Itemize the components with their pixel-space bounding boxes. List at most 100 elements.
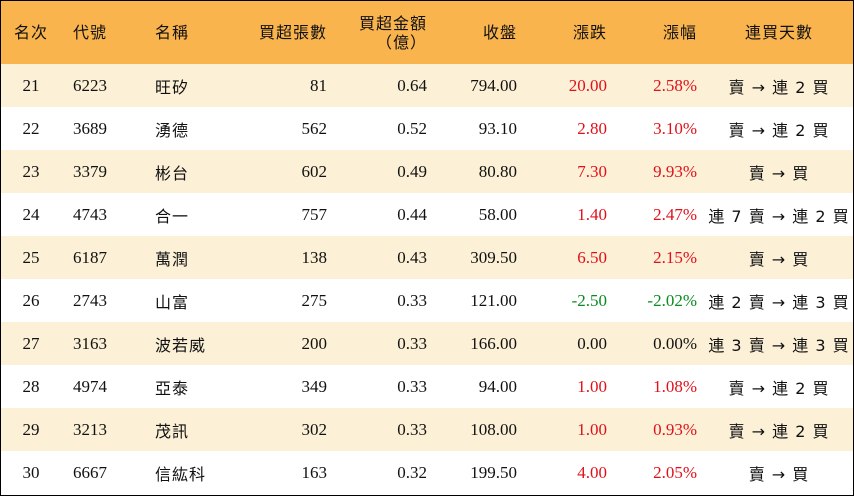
table-row: 22 3689 湧德 562 0.52 93.10 2.80 3.10% 賣 → 連 2 買 — [1, 107, 853, 150]
cell-close: 93.10 — [478, 118, 517, 138]
cell-code: 3213 — [73, 419, 107, 439]
cell-consecutive-days: 賣 → 連 2 買 — [728, 120, 830, 140]
header-change-pct: 漲幅 — [662, 23, 697, 42]
cell-name: 茂訊 — [155, 421, 190, 441]
table-row: 25 6187 萬潤 138 0.43 309.50 6.50 2.15% 賣 → 買 — [1, 236, 853, 279]
cell-name: 合一 — [155, 206, 190, 226]
cell-net-buy-amount: 0.33 — [397, 419, 427, 439]
cell-name: 波若威 — [155, 335, 207, 355]
table-header: 名次 代號 名稱 買超張數 買超金額 （億） 收盤 漲跌 漲幅 連買天數 — [1, 1, 853, 64]
cell-close: 309.50 — [470, 247, 517, 267]
cell-rank: 25 — [22, 247, 40, 267]
cell-code: 2743 — [73, 290, 107, 310]
cell-net-buy-lots: 757 — [301, 204, 328, 224]
cell-code: 3163 — [73, 333, 107, 353]
cell-net-buy-lots: 81 — [310, 75, 327, 95]
cell-rank: 30 — [22, 462, 40, 482]
cell-close: 58.00 — [478, 204, 517, 224]
cell-code: 4974 — [73, 376, 107, 396]
cell-net-buy-lots: 302 — [301, 419, 328, 439]
cell-close: 166.00 — [470, 333, 517, 353]
cell-net-buy-amount: 0.32 — [397, 462, 427, 482]
table-row: 30 6667 信紘科 163 0.32 199.50 4.00 2.05% 賣 → 買 — [1, 451, 853, 494]
header-consecutive-days: 連買天數 — [744, 23, 813, 42]
cell-consecutive-days: 連 3 賣 → 連 3 買 — [708, 335, 850, 355]
cell-net-buy-amount: 0.49 — [397, 161, 427, 181]
cell-name: 信紘科 — [155, 464, 207, 484]
cell-consecutive-days: 賣 → 連 2 買 — [728, 421, 830, 441]
cell-change: -2.50 — [571, 290, 607, 310]
cell-name: 彬台 — [155, 163, 190, 183]
header-net-buy-lots: 買超張數 — [258, 23, 327, 42]
cell-net-buy-amount: 0.44 — [397, 204, 427, 224]
cell-net-buy-lots: 275 — [301, 290, 328, 310]
cell-consecutive-days: 賣 → 連 2 買 — [728, 77, 830, 97]
cell-change-pct: 2.58% — [653, 75, 697, 95]
header-row: 名次 代號 名稱 買超張數 買超金額 （億） 收盤 漲跌 漲幅 連買天數 — [1, 1, 853, 64]
table-row: 27 3163 波若威 200 0.33 166.00 0.00 0.00% 連 3 賣 → 連… — [1, 322, 853, 365]
cell-rank: 29 — [22, 419, 40, 439]
header-name: 名稱 — [155, 23, 190, 42]
cell-change: 6.50 — [577, 247, 607, 267]
cell-net-buy-amount: 0.33 — [397, 290, 427, 310]
table-row: 28 4974 亞泰 349 0.33 94.00 1.00 1.08% 賣 → 連 2 買 — [1, 365, 853, 408]
cell-code: 6187 — [73, 247, 107, 267]
cell-change: 1.00 — [577, 376, 607, 396]
cell-consecutive-days: 賣 → 買 — [748, 464, 810, 484]
table-row: 29 3213 茂訊 302 0.33 108.00 1.00 0.93% 賣 → 連 2 買 — [1, 408, 853, 451]
cell-net-buy-lots: 602 — [301, 161, 328, 181]
cell-net-buy-lots: 163 — [301, 462, 328, 482]
cell-name: 旺矽 — [155, 77, 190, 97]
cell-code: 4743 — [73, 204, 107, 224]
cell-change: 20.00 — [568, 75, 607, 95]
cell-net-buy-lots: 138 — [301, 247, 328, 267]
table-row: 24 4743 合一 757 0.44 58.00 1.40 2.47% 連 7 賣 → 連 2… — [1, 193, 853, 236]
cell-rank: 22 — [22, 118, 40, 138]
cell-consecutive-days: 連 2 賣 → 連 3 買 — [708, 292, 850, 312]
cell-code: 6667 — [73, 462, 107, 482]
cell-net-buy-amount: 0.52 — [397, 118, 427, 138]
cell-close: 794.00 — [470, 75, 517, 95]
cell-rank: 28 — [22, 376, 40, 396]
cell-code: 6223 — [73, 75, 107, 95]
header-rank: 名次 — [13, 23, 48, 42]
header-net-buy-amount-line1: 買超金額 — [358, 13, 427, 33]
cell-change-pct: 3.10% — [653, 118, 697, 138]
cell-net-buy-amount: 0.33 — [397, 333, 427, 353]
cell-close: 94.00 — [478, 376, 517, 396]
cell-change-pct: -2.02% — [647, 290, 697, 310]
cell-change-pct: 1.08% — [653, 376, 697, 396]
cell-consecutive-days: 賣 → 買 — [748, 163, 810, 183]
cell-net-buy-amount: 0.64 — [397, 75, 427, 95]
table-row: 23 3379 彬台 602 0.49 80.80 7.30 9.93% 賣 → 買 — [1, 150, 853, 193]
cell-code: 3379 — [73, 161, 107, 181]
cell-name: 山富 — [155, 292, 190, 312]
cell-net-buy-lots: 562 — [301, 118, 328, 138]
cell-close: 108.00 — [470, 419, 517, 439]
cell-consecutive-days: 連 7 賣 → 連 2 買 — [708, 206, 850, 226]
cell-change: 1.40 — [577, 204, 607, 224]
cell-change-pct: 9.93% — [653, 161, 697, 181]
cell-rank: 24 — [22, 204, 40, 224]
cell-rank: 26 — [22, 290, 40, 310]
header-net-buy-amount: 買超金額 （億） — [335, 1, 435, 64]
cell-close: 199.50 — [470, 462, 517, 482]
cell-net-buy-lots: 200 — [301, 333, 328, 353]
cell-name: 湧德 — [155, 120, 190, 140]
cell-change-pct: 2.47% — [653, 204, 697, 224]
cell-consecutive-days: 賣 → 買 — [748, 249, 810, 269]
cell-rank: 27 — [22, 333, 40, 353]
table-row: 26 2743 山富 275 0.33 121.00 -2.50 -2.02% 連 2 賣 → … — [1, 279, 853, 322]
header-close: 收盤 — [482, 23, 517, 42]
cell-change-pct: 0.93% — [653, 419, 697, 439]
cell-net-buy-amount: 0.33 — [397, 376, 427, 396]
cell-change: 4.00 — [577, 462, 607, 482]
header-net-buy-amount-line2: （億） — [375, 32, 427, 52]
cell-change-pct: 2.15% — [653, 247, 697, 267]
header-code: 代號 — [73, 23, 108, 42]
cell-change-pct: 0.00% — [653, 333, 697, 353]
cell-net-buy-lots: 349 — [301, 376, 328, 396]
